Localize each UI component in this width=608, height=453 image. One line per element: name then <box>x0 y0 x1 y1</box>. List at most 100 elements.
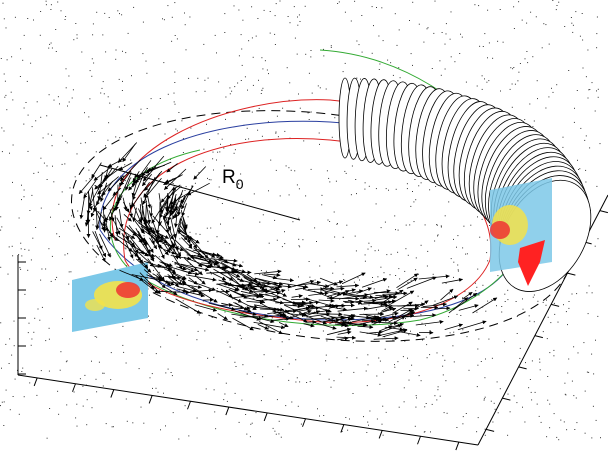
dot <box>410 205 412 207</box>
dot <box>5 27 7 29</box>
dot <box>507 299 509 301</box>
dot <box>253 193 255 195</box>
arrow <box>365 289 391 296</box>
dot <box>390 253 392 255</box>
dot <box>234 392 236 394</box>
dot <box>54 279 56 281</box>
arrow <box>237 293 261 299</box>
dot <box>356 193 357 195</box>
dot <box>409 20 410 21</box>
dot <box>575 11 577 13</box>
dot <box>382 40 384 42</box>
dot <box>96 336 98 338</box>
arrow <box>146 274 175 286</box>
arrow <box>102 167 121 182</box>
dot <box>125 362 127 364</box>
dot <box>289 22 291 24</box>
dot <box>596 33 598 35</box>
dot <box>20 48 22 50</box>
dot <box>359 279 360 281</box>
dot <box>582 67 584 69</box>
dot <box>499 9 501 10</box>
dot <box>350 194 352 196</box>
dot <box>542 331 544 333</box>
dot <box>572 31 574 33</box>
dot <box>338 1 340 3</box>
dot <box>542 301 544 303</box>
dot <box>204 90 206 92</box>
dot <box>176 130 178 132</box>
dot <box>274 219 276 221</box>
dot <box>48 327 50 329</box>
dot <box>586 292 588 294</box>
dot <box>420 244 422 246</box>
arrow <box>137 160 152 180</box>
dot <box>129 116 131 118</box>
dot <box>294 170 296 172</box>
dot <box>340 317 342 319</box>
dot <box>490 400 492 402</box>
dot <box>178 112 180 113</box>
dot <box>284 243 286 245</box>
dot <box>261 135 263 137</box>
dot <box>155 353 157 355</box>
dot <box>5 343 7 345</box>
dot <box>334 117 336 119</box>
dot <box>309 276 311 278</box>
arrow <box>434 306 451 311</box>
dot <box>238 55 240 57</box>
dot <box>418 23 420 25</box>
dot <box>251 422 253 424</box>
dot <box>305 53 307 55</box>
dot <box>124 164 126 166</box>
dot <box>486 239 488 241</box>
arrow <box>239 313 269 318</box>
dot <box>575 397 577 399</box>
dot <box>476 386 478 388</box>
dot <box>322 330 324 332</box>
arrow <box>246 273 258 282</box>
dot <box>152 387 153 389</box>
dot <box>434 0 436 2</box>
dot <box>299 311 301 313</box>
dot <box>68 101 70 103</box>
dot <box>1 151 3 153</box>
dot <box>65 361 67 363</box>
arrow <box>234 310 261 321</box>
dot <box>461 36 463 38</box>
arrow <box>319 277 338 286</box>
dot <box>165 372 167 374</box>
arrow <box>152 215 175 240</box>
dot <box>270 338 272 340</box>
dot <box>34 317 36 319</box>
dot <box>512 68 514 70</box>
dot <box>519 347 521 349</box>
arrow <box>166 185 182 200</box>
dot <box>260 270 262 271</box>
dot <box>368 304 370 306</box>
dot <box>398 29 400 31</box>
dot <box>107 96 109 98</box>
arrow <box>406 276 437 289</box>
dot <box>591 437 593 439</box>
arrow <box>261 318 275 324</box>
dot <box>310 50 312 51</box>
dot <box>60 351 62 353</box>
arrow <box>143 269 166 289</box>
arrow <box>327 327 352 336</box>
arrow <box>322 317 341 323</box>
dot <box>487 57 488 59</box>
dot <box>13 320 15 322</box>
dot <box>258 79 259 81</box>
dot <box>329 181 331 183</box>
dot <box>21 371 23 372</box>
dot <box>103 93 105 95</box>
dot <box>371 6 373 8</box>
dot <box>172 183 174 185</box>
dot <box>21 255 23 257</box>
dot <box>52 165 53 167</box>
dot <box>460 33 461 35</box>
arrow <box>341 272 366 285</box>
arrow <box>122 143 136 163</box>
dot <box>344 279 346 281</box>
